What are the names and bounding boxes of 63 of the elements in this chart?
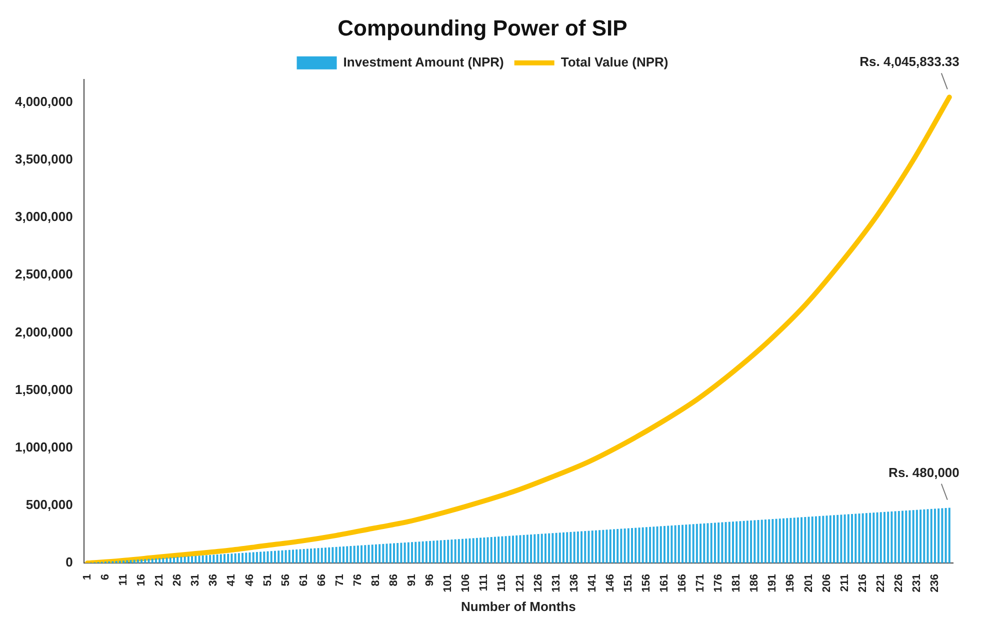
y-tick-label: 3,500,000	[14, 152, 73, 167]
y-tick-label: 0	[66, 554, 73, 570]
x-tick-label: 111	[478, 574, 490, 592]
x-axis-title: Number of Months	[461, 598, 576, 614]
x-tick-label: 56	[280, 574, 292, 586]
x-tick-label: 231	[910, 574, 923, 592]
x-tick-label: 186	[748, 574, 761, 592]
annotation: Rs. 4,045,833.33	[860, 54, 960, 70]
y-tick-label: 4,000,000	[14, 94, 73, 110]
y-tick-label: 3,000,000	[14, 209, 73, 224]
x-tick-label: 156	[640, 574, 652, 592]
x-tick-label: 1	[81, 574, 94, 580]
x-tick-label: 36	[208, 574, 220, 586]
x-tick-label: 6	[100, 574, 112, 580]
x-tick-label: 191	[766, 574, 779, 592]
x-tick-label: 41	[226, 574, 238, 586]
y-tick-label: 2,500,000	[14, 266, 73, 282]
x-tick-label: 61	[298, 574, 310, 586]
x-tick-label: 101	[442, 574, 454, 592]
x-tick-label: 106	[460, 574, 472, 592]
x-tick-label: 51	[262, 574, 274, 586]
annotation: Rs. 480,000	[888, 464, 960, 480]
x-tick-label: 146	[604, 574, 616, 592]
x-tick-label: 71	[334, 574, 346, 586]
x-tick-label: 211	[838, 574, 851, 592]
x-tick-label: 31	[190, 574, 202, 586]
x-tick-label: 11	[118, 574, 130, 586]
y-tick-label: 1,500,000	[14, 382, 73, 397]
x-tick-label: 201	[802, 574, 815, 592]
x-tick-label: 171	[694, 574, 707, 592]
x-tick-label: 66	[316, 574, 328, 586]
x-tick-label: 26	[172, 574, 184, 586]
x-tick-label: 91	[406, 574, 418, 586]
y-tick-label: 2,000,000	[14, 324, 73, 340]
y-tick-label: 1,000,000	[14, 439, 73, 454]
x-tick-label: 181	[730, 574, 743, 592]
x-tick-label: 221	[874, 574, 887, 592]
x-tick-label: 116	[496, 574, 508, 592]
legend-label: Total Value (NPR)	[560, 54, 668, 70]
x-tick-label: 76	[352, 574, 364, 586]
x-tick-label: 86	[388, 574, 400, 586]
x-tick-label: 176	[712, 574, 725, 592]
y-tick-label: 500,000	[26, 497, 73, 512]
x-tick-label: 196	[784, 574, 797, 592]
x-tick-label: 136	[568, 574, 580, 592]
x-tick-label: 81	[370, 574, 382, 586]
x-tick-label: 166	[676, 574, 689, 592]
x-tick-label: 121	[514, 574, 526, 592]
x-tick-label: 46	[244, 574, 256, 586]
x-tick-label: 16	[136, 574, 148, 586]
x-tick-label: 216	[856, 574, 869, 592]
x-tick-label: 131	[550, 574, 562, 592]
x-tick-label: 21	[154, 574, 166, 586]
x-tick-label: 206	[820, 574, 833, 592]
x-tick-label: 161	[658, 574, 671, 592]
chart-title: Compounding Power of SIP	[338, 15, 628, 40]
x-tick-label: 96	[424, 574, 436, 586]
x-tick-label: 126	[532, 574, 544, 592]
x-tick-label: 226	[892, 574, 905, 592]
x-tick-label: 236	[929, 574, 941, 592]
x-tick-label: 151	[622, 574, 634, 592]
legend-label: Investment Amount (NPR)	[343, 54, 504, 70]
x-tick-label: 141	[586, 574, 598, 592]
